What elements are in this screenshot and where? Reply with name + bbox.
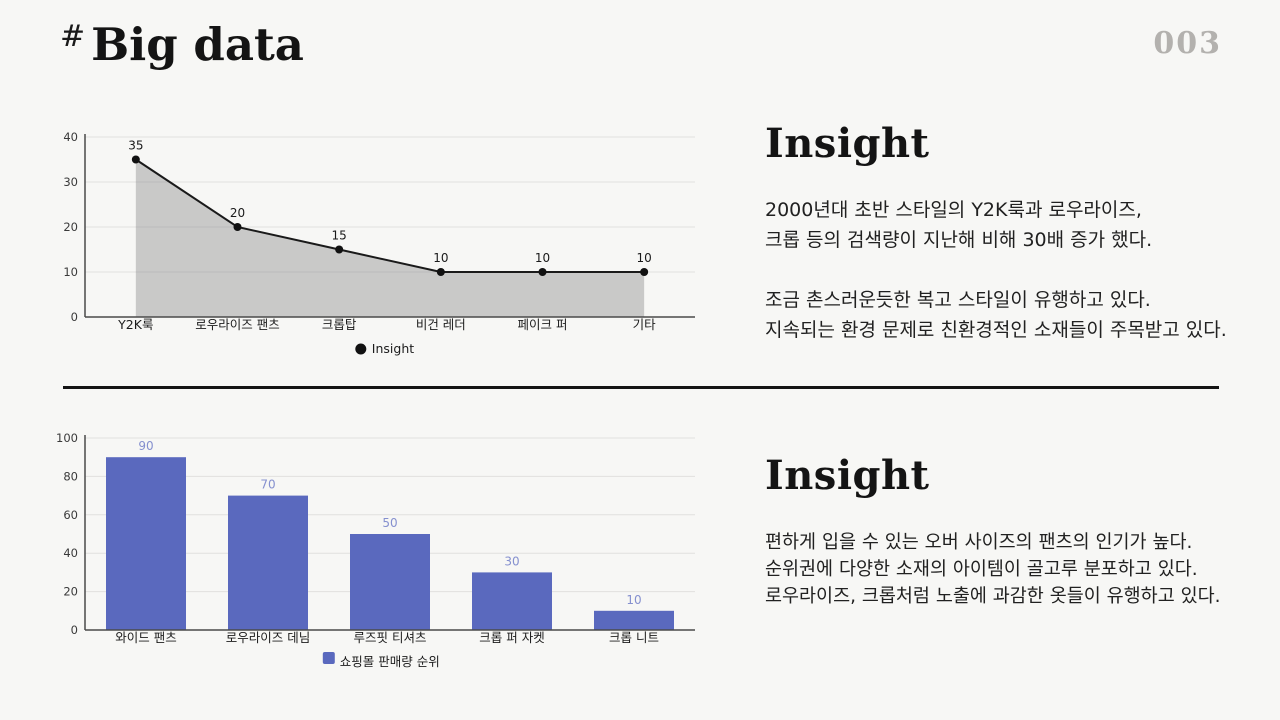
data-point-label: 10 — [637, 251, 652, 265]
x-axis-category-label: 크롭 니트 — [609, 630, 659, 645]
bar — [228, 495, 308, 630]
y-axis-tick: 10 — [63, 265, 78, 279]
x-axis-category-label: 크롭 퍼 자켓 — [479, 630, 544, 645]
insight-paragraph: 편하게 입을 수 있는 오버 사이즈의 팬츠의 인기가 높다. 순위권에 다양한 … — [765, 532, 1221, 607]
x-axis-category-label: 페이크 퍼 — [518, 317, 568, 332]
search-trend-area-chart: 0 10 20 30 40 35 20 15 10 10 10 Y2K룩 로우라이즈 팬츠 크롭탑 비건 레… — [63, 130, 695, 356]
insight-heading-top: Insight — [765, 120, 930, 167]
slide-title: # Big data — [60, 18, 304, 71]
data-point-label: 20 — [230, 206, 245, 220]
bar-value-label: 30 — [504, 554, 519, 568]
y-axis-tick: 100 — [56, 431, 78, 445]
x-axis-category-label: 로우라이즈 팬츠 — [195, 317, 279, 332]
x-axis-category-label: 기타 — [633, 317, 657, 332]
area-fill — [135, 159, 645, 317]
bar — [472, 572, 552, 630]
y-axis-tick: 0 — [71, 310, 78, 324]
x-axis-category-label: Y2K룩 — [117, 317, 153, 332]
bar-value-label: 90 — [138, 439, 153, 453]
x-axis-category-label: 로우라이즈 데님 — [226, 630, 310, 645]
data-point-marker — [131, 155, 140, 164]
page-number: 003 — [1153, 26, 1222, 61]
data-point-marker — [640, 268, 649, 276]
bar — [350, 534, 430, 630]
insight-paragraph: 2000년대 초반 스타일의 Y2K룩과 로우라이즈, 크롭 등의 검색량이 지난… — [765, 199, 1153, 251]
y-axis-tick: 20 — [63, 585, 78, 599]
insight-paragraph: 조금 촌스러운듯한 복고 스타일이 유행하고 있다. 지속되는 환경 문제로 친환… — [765, 289, 1227, 341]
data-point-label: 10 — [535, 251, 550, 265]
data-point-marker — [538, 268, 547, 276]
bar-value-label: 70 — [260, 478, 275, 492]
bar — [106, 457, 186, 630]
y-axis-tick: 0 — [71, 623, 78, 637]
x-axis-category-label: 와이드 팬츠 — [115, 630, 176, 645]
data-point-marker — [436, 268, 445, 276]
y-axis-tick: 20 — [63, 220, 78, 234]
insight-text-top: 2000년대 초반 스타일의 Y2K룩과 로우라이즈, 크롭 등의 검색량이 지난… — [765, 195, 1235, 345]
trend-line — [135, 158, 645, 273]
legend-label: 쇼핑몰 판매량 순위 — [340, 654, 440, 669]
insight-section-bottom: Insight 편하게 입을 수 있는 오버 사이즈의 팬츠의 인기가 높다. 순… — [765, 452, 1235, 610]
y-axis-tick: 40 — [63, 546, 78, 560]
data-point-label: 35 — [128, 139, 143, 153]
data-point-marker — [335, 245, 344, 254]
bar — [594, 610, 674, 630]
bar-value-label: 50 — [382, 516, 397, 530]
x-axis-category-label: 비건 레더 — [416, 317, 466, 332]
legend-marker-square — [322, 652, 335, 664]
data-point-label: 10 — [433, 251, 448, 265]
sales-ranking-bar-chart: 0 20 40 60 80 100 90 70 50 30 10 와이드 팬츠 로우라이즈 데님 루즈핏 … — [56, 431, 695, 669]
y-axis-tick: 60 — [63, 508, 78, 522]
slide-title-text: Big data — [91, 18, 304, 71]
y-axis-tick: 40 — [63, 130, 78, 144]
insight-text-bottom: 편하게 입을 수 있는 오버 사이즈의 팬츠의 인기가 높다. 순위권에 다양한 … — [765, 529, 1235, 610]
legend-label: Insight — [372, 341, 414, 356]
insight-section-top: Insight 2000년대 초반 스타일의 Y2K룩과 로우라이즈, 크롭 등의… — [765, 120, 1235, 375]
x-axis-category-label: 크롭탑 — [322, 317, 357, 332]
hashtag-symbol: # — [60, 19, 86, 54]
y-axis-tick: 80 — [63, 469, 78, 483]
x-axis-category-label: 루즈핏 티셔츠 — [354, 630, 427, 645]
data-point-marker — [233, 223, 242, 231]
y-axis-tick: 30 — [63, 175, 78, 189]
legend-marker-circle — [355, 343, 367, 355]
data-point-label: 15 — [332, 229, 347, 243]
section-divider — [63, 386, 1219, 389]
insight-heading-bottom: Insight — [765, 452, 930, 499]
bar-value-label: 10 — [626, 593, 641, 607]
